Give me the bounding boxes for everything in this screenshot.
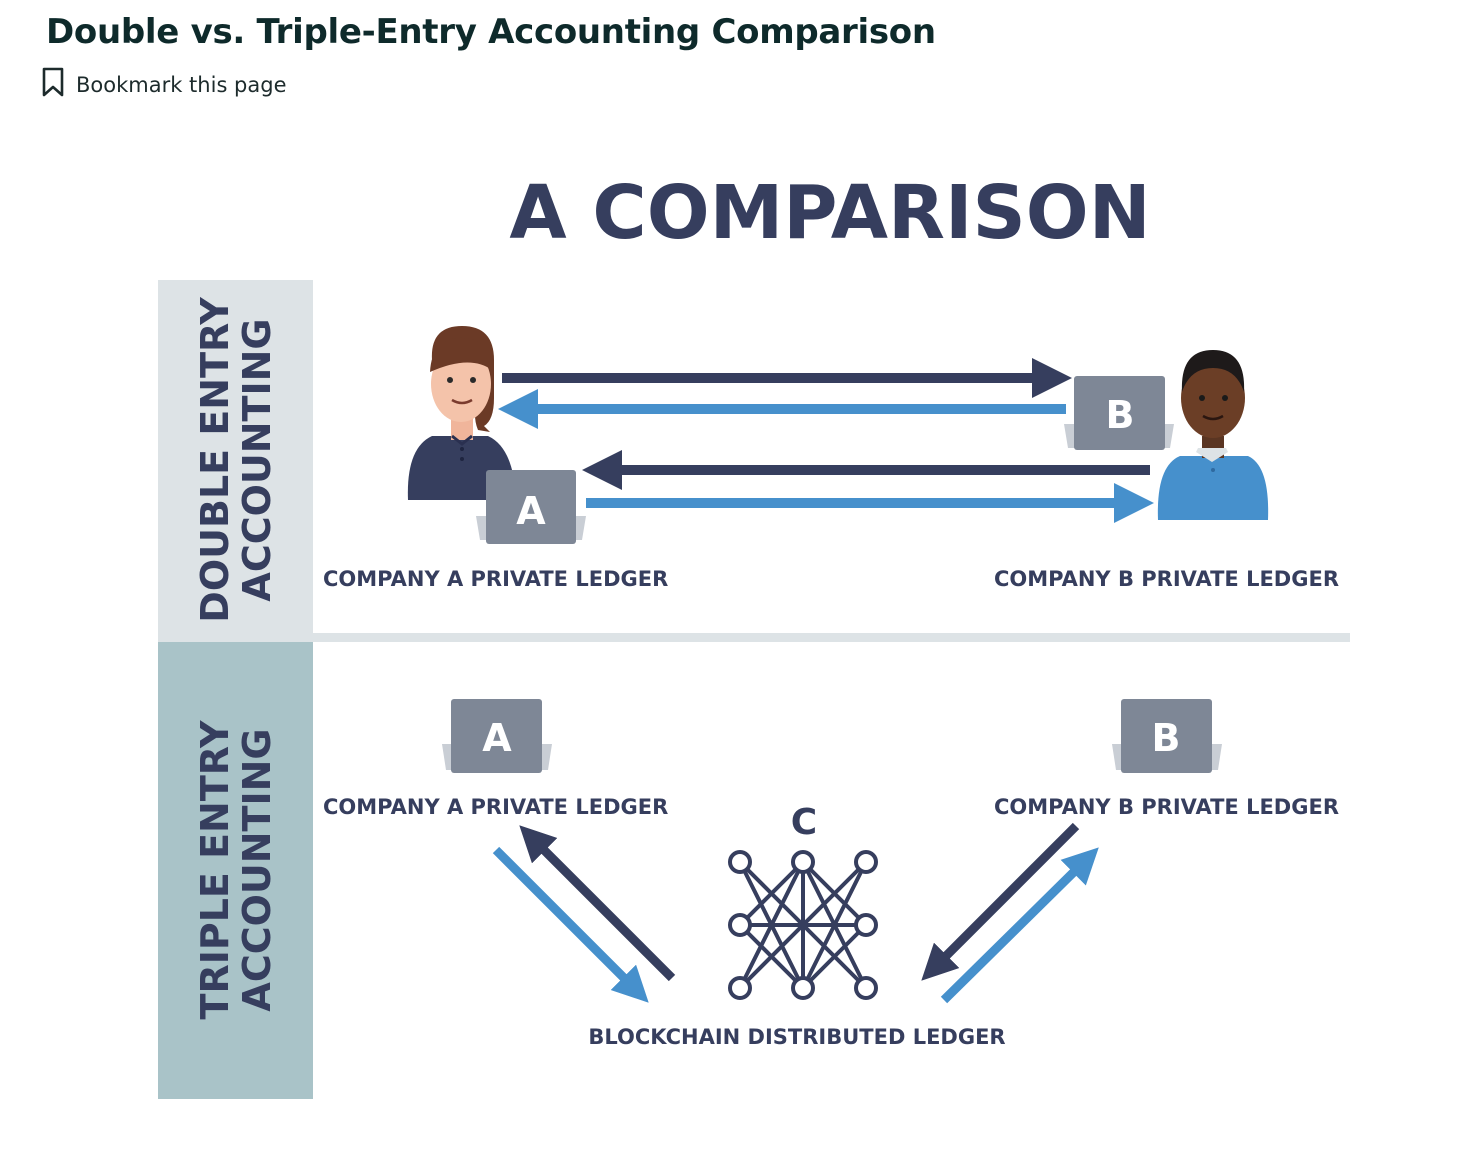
triple-laptop-a-icon bbox=[442, 699, 552, 773]
double-entry-band bbox=[158, 280, 313, 642]
triple-company-a-label: COMPANY A PRIVATE LEDGER bbox=[323, 795, 668, 819]
laptop-b-letter: B bbox=[1106, 393, 1135, 437]
double-entry-label-line1: DOUBLE ENTRY bbox=[193, 297, 237, 623]
arrow-b-to-chain-navy bbox=[921, 822, 1080, 981]
diagram-heading: A COMPARISON bbox=[509, 170, 1150, 256]
bookmark-button[interactable]: Bookmark this page bbox=[40, 66, 287, 103]
bookmark-label: Bookmark this page bbox=[76, 72, 287, 97]
triple-entry-band bbox=[158, 642, 313, 1099]
blockchain-network-icon bbox=[728, 850, 878, 1000]
double-entry-label-line2: ACCOUNTING bbox=[235, 318, 279, 601]
person-man-icon bbox=[1157, 350, 1269, 520]
triple-entry-label-line2: ACCOUNTING bbox=[235, 728, 279, 1011]
person-woman-icon bbox=[407, 326, 516, 500]
bookmark-icon bbox=[40, 66, 66, 103]
triple-laptop-a-letter: A bbox=[482, 716, 512, 760]
triple-entry-label-line1: TRIPLE ENTRY bbox=[193, 720, 237, 1019]
laptop-a-icon bbox=[476, 470, 586, 544]
page-title: Double vs. Triple-Entry Accounting Compa… bbox=[46, 12, 936, 52]
laptop-a-letter: A bbox=[516, 489, 546, 533]
triple-company-b-label: COMPANY B PRIVATE LEDGER bbox=[994, 795, 1339, 819]
network-letter: C bbox=[791, 802, 817, 843]
section-divider bbox=[313, 633, 1350, 642]
blockchain-label: BLOCKCHAIN DISTRIBUTED LEDGER bbox=[588, 1025, 1005, 1049]
laptop-b-icon bbox=[1064, 376, 1174, 450]
arrow-a-to-chain-blue bbox=[492, 846, 649, 1003]
double-company-a-label: COMPANY A PRIVATE LEDGER bbox=[323, 567, 668, 591]
double-company-b-label: COMPANY B PRIVATE LEDGER bbox=[994, 567, 1339, 591]
triple-laptop-b-icon bbox=[1112, 699, 1222, 773]
arrow-chain-to-b-blue bbox=[940, 847, 1099, 1004]
arrow-chain-to-a-navy bbox=[519, 825, 676, 982]
triple-laptop-b-letter: B bbox=[1152, 716, 1181, 760]
